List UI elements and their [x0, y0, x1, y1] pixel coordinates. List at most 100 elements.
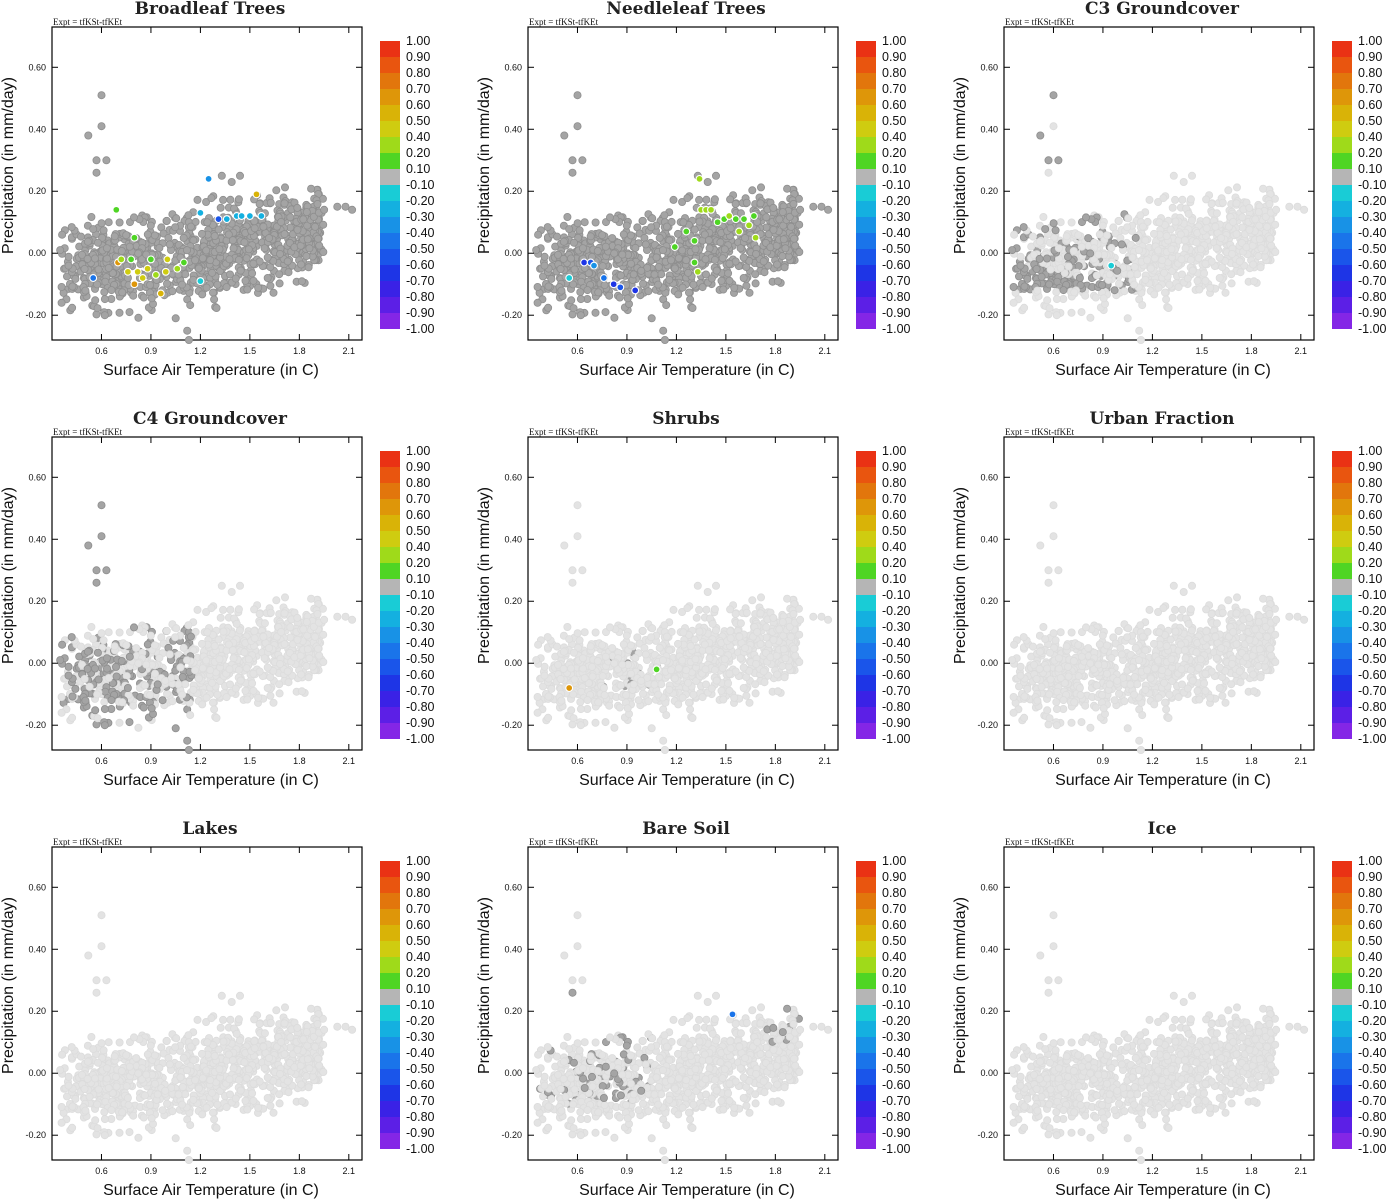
- data-point: [757, 183, 766, 192]
- data-point: [726, 195, 735, 204]
- colorbar-swatch: [380, 563, 400, 579]
- data-point: [1051, 226, 1060, 235]
- data-point: [275, 660, 284, 669]
- data-point: [1154, 246, 1163, 255]
- data-point: [87, 212, 96, 221]
- data-point: [132, 644, 141, 653]
- data-point: [249, 259, 258, 268]
- data-point: [277, 217, 286, 226]
- data-point: [1141, 275, 1150, 284]
- data-point: [598, 231, 607, 240]
- data-point: [107, 286, 116, 295]
- colorbar-label: 0.40: [882, 130, 906, 144]
- data-point: [712, 171, 721, 180]
- data-point: [99, 226, 108, 235]
- data-point: [787, 222, 796, 231]
- data-point: [184, 621, 193, 630]
- data-point: [242, 254, 251, 263]
- data-point: [179, 233, 188, 242]
- data-point: [171, 223, 180, 232]
- data-point: [563, 212, 572, 221]
- data-point: [1009, 298, 1018, 307]
- data-point: [210, 231, 219, 240]
- highlight-point-core: [141, 276, 145, 280]
- data-point: [1092, 271, 1101, 280]
- data-point: [1016, 261, 1025, 270]
- colorbar-label: 0.20: [406, 146, 430, 160]
- data-point: [655, 643, 664, 652]
- data-point: [1041, 225, 1050, 234]
- x-tick-label: 2.1: [1295, 346, 1308, 356]
- data-point: [122, 231, 131, 240]
- data-point: [216, 203, 225, 212]
- data-point: [1064, 262, 1073, 271]
- data-point: [775, 215, 784, 224]
- data-point: [272, 596, 281, 605]
- data-point: [206, 256, 215, 265]
- data-point: [1206, 283, 1215, 292]
- data-point: [89, 635, 98, 644]
- data-point: [601, 242, 610, 251]
- colorbar-label: -0.80: [406, 290, 435, 304]
- data-point: [1045, 280, 1054, 289]
- colorbar-swatch: [1332, 233, 1352, 249]
- data-point: [573, 122, 582, 131]
- highlight-point-core: [225, 217, 229, 221]
- data-point: [1113, 266, 1122, 275]
- highlight-point-core: [164, 270, 168, 274]
- data-point: [586, 232, 595, 241]
- highlight-point-core: [692, 260, 697, 265]
- data-point: [92, 566, 101, 575]
- data-point: [97, 532, 106, 541]
- plot-area: [527, 26, 839, 341]
- data-point: [648, 214, 657, 223]
- data-point: [751, 689, 760, 698]
- data-point: [80, 264, 89, 273]
- data-point: [341, 202, 350, 211]
- colorbar-swatch: [380, 73, 400, 89]
- data-point: [1194, 254, 1203, 263]
- data-point: [147, 704, 156, 713]
- data-point: [176, 663, 185, 672]
- colorbar-swatch: [380, 201, 400, 217]
- x-tick-label: 0.6: [95, 346, 108, 356]
- colorbar-swatch: [380, 707, 400, 723]
- colorbar-label: -1.00: [406, 732, 435, 746]
- data-point: [1049, 122, 1058, 131]
- data-point: [198, 700, 207, 709]
- data-point: [129, 623, 138, 632]
- data-point: [302, 618, 311, 627]
- data-point: [540, 252, 549, 261]
- data-point: [1232, 230, 1241, 239]
- data-point: [725, 259, 734, 268]
- data-point: [97, 122, 106, 131]
- base-points: [56, 91, 357, 344]
- data-point: [1159, 194, 1168, 203]
- data-point: [591, 628, 600, 637]
- data-point: [719, 285, 728, 294]
- data-point: [275, 279, 284, 288]
- colorbar-label: 0.80: [406, 66, 430, 80]
- data-point: [110, 232, 119, 241]
- y-tick-label: 0.00: [28, 248, 46, 258]
- data-point: [235, 626, 244, 635]
- panel-title: C3 Groundcover: [1085, 0, 1240, 19]
- data-point: [751, 279, 760, 288]
- data-point: [781, 244, 790, 253]
- data-point: [189, 275, 198, 284]
- colorbar-label: 0.40: [406, 540, 430, 554]
- data-point: [311, 222, 320, 231]
- colorbar-swatch: [856, 57, 876, 73]
- data-point: [125, 652, 134, 661]
- data-point: [150, 641, 159, 650]
- data-point: [742, 281, 751, 290]
- colorbar-swatch: [380, 153, 400, 169]
- data-point: [222, 283, 231, 292]
- data-point: [795, 220, 804, 229]
- data-point: [639, 279, 648, 288]
- data-point: [739, 253, 748, 262]
- colorbar-label: -0.70: [1358, 274, 1387, 288]
- data-point: [304, 673, 313, 682]
- colorbar-swatch: [380, 483, 400, 499]
- data-point: [1195, 285, 1204, 294]
